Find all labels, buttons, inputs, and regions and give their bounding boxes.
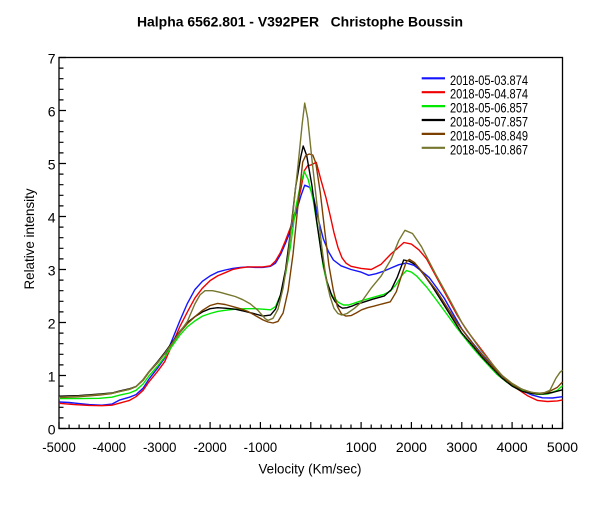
svg-text:-2000: -2000 <box>193 439 227 455</box>
svg-text:2018-05-03.874: 2018-05-03.874 <box>450 72 528 88</box>
svg-text:Relative intensity: Relative intensity <box>21 189 37 290</box>
svg-text:2018-05-07.857: 2018-05-07.857 <box>450 114 528 130</box>
svg-text:-4000: -4000 <box>93 439 127 455</box>
svg-text:3: 3 <box>48 263 56 279</box>
svg-text:0: 0 <box>48 422 56 438</box>
svg-text:2018-05-08.849: 2018-05-08.849 <box>450 127 528 143</box>
svg-text:2018-05-04.874: 2018-05-04.874 <box>450 86 528 102</box>
svg-text:-5000: -5000 <box>42 439 76 455</box>
svg-text:2018-05-06.857: 2018-05-06.857 <box>450 100 528 116</box>
svg-text:-1000: -1000 <box>244 439 278 455</box>
svg-text:4: 4 <box>48 210 56 226</box>
svg-text:2: 2 <box>48 316 56 332</box>
svg-text:Halpha 6562.801 - V392PER Ch: Halpha 6562.801 - V392PER Christophe Bou… <box>137 14 463 30</box>
svg-text:2018-05-10.867: 2018-05-10.867 <box>450 141 528 157</box>
svg-text:5000: 5000 <box>547 439 578 455</box>
svg-text:1000: 1000 <box>346 439 377 455</box>
svg-text:4000: 4000 <box>497 439 528 455</box>
svg-text:1: 1 <box>48 369 56 385</box>
svg-text:-3000: -3000 <box>143 439 177 455</box>
svg-text:2000: 2000 <box>396 439 427 455</box>
svg-text:7: 7 <box>48 51 56 67</box>
svg-text:3000: 3000 <box>446 439 477 455</box>
svg-text:Velocity (Km/sec): Velocity (Km/sec) <box>259 461 362 477</box>
svg-text:6: 6 <box>48 104 56 120</box>
svg-text:5: 5 <box>48 157 56 173</box>
